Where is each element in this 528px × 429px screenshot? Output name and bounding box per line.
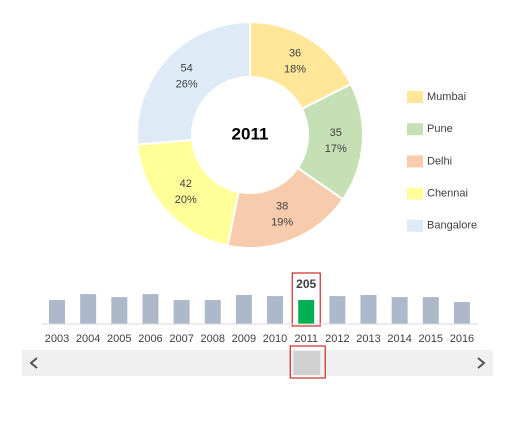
legend-label: Chennai — [427, 188, 468, 200]
thumb-box — [289, 345, 326, 379]
legend-swatch — [407, 123, 423, 136]
x-tick-label: 2011 — [294, 333, 318, 345]
bar[interactable] — [391, 297, 408, 324]
x-tick-label: 2014 — [387, 333, 411, 345]
x-tick-label: 2007 — [169, 333, 193, 345]
x-tick-label: 2012 — [325, 333, 349, 345]
bar[interactable] — [49, 300, 65, 324]
bar[interactable] — [142, 294, 159, 324]
x-tick-label: 2005 — [107, 333, 131, 345]
slice-percent: 17% — [325, 143, 347, 155]
bar[interactable] — [422, 297, 439, 324]
legend-label: Bangalore — [427, 220, 477, 232]
legend-label: Mumbai — [427, 91, 466, 103]
donut-slice[interactable] — [136, 138, 240, 247]
bar[interactable] — [80, 294, 97, 324]
center-title: 2011 — [232, 124, 269, 143]
x-tick-label: 2009 — [232, 333, 256, 345]
slice-percent: 19% — [271, 217, 293, 229]
scroll-thumb[interactable] — [293, 351, 321, 375]
slice-percent: 20% — [175, 194, 197, 206]
charts: 36 18% Mumbai 35 17% Pune 38 19% Delhi 42 20% Chenn… — [42, 20, 478, 379]
x-tick-label: 2004 — [76, 333, 100, 345]
slice-percent: 26% — [176, 79, 198, 91]
x-tick-label: 2003 — [45, 333, 69, 345]
legend-label: Pune — [427, 123, 453, 135]
slice-value: 35 — [330, 127, 342, 139]
slice-percent: 18% — [284, 64, 306, 76]
x-tick-label: 2016 — [450, 333, 474, 345]
bar[interactable] — [453, 302, 470, 324]
slice-value: 38 — [276, 201, 288, 213]
slice-value: 36 — [289, 48, 301, 60]
bar[interactable] — [173, 300, 190, 324]
scroll-right[interactable] — [477, 357, 486, 369]
bar[interactable] — [235, 295, 252, 324]
legend-swatch — [407, 91, 423, 103]
bar[interactable] — [111, 297, 128, 324]
x-tick-label: 2013 — [356, 333, 380, 345]
x-tick-label: 2006 — [138, 333, 162, 345]
selection-box — [291, 272, 321, 327]
bar[interactable] — [329, 296, 346, 324]
bar[interactable] — [360, 295, 377, 324]
x-tick-label: 2015 — [419, 333, 443, 345]
x-tick-label: 2010 — [263, 333, 287, 345]
legend-label: Delhi — [427, 155, 452, 167]
legend-swatch — [407, 155, 423, 168]
legend-swatch — [407, 187, 423, 200]
bar[interactable] — [267, 296, 284, 324]
bar[interactable] — [204, 300, 221, 324]
bar[interactable] — [298, 300, 315, 324]
value-label: 205 — [296, 277, 316, 291]
legend-swatch — [407, 219, 423, 232]
scroll-left[interactable] — [29, 357, 38, 369]
scrollbar[interactable] — [22, 350, 493, 376]
slice-value: 54 — [181, 63, 193, 75]
donut-slice[interactable] — [136, 20, 251, 146]
x-tick-label: 2008 — [201, 333, 225, 345]
slice-value: 42 — [180, 178, 192, 190]
